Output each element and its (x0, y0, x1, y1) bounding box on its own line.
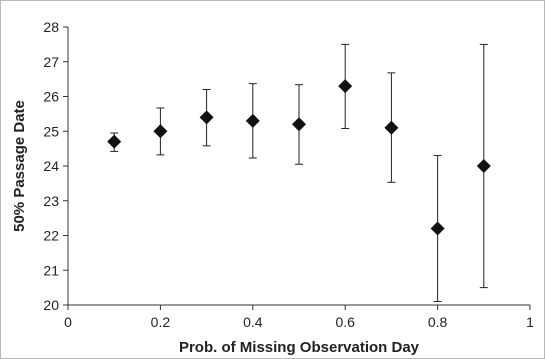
error-bars (110, 43, 488, 303)
y-tick-label: 25 (43, 123, 59, 139)
data-point (153, 124, 168, 139)
y-tick-label: 28 (43, 19, 59, 35)
y-tick-label: 22 (43, 228, 59, 244)
data-point (245, 113, 260, 128)
y-tick-label: 26 (43, 89, 59, 105)
y-tick-label: 23 (43, 193, 59, 209)
x-axis-title: Prob. of Missing Observation Day (179, 339, 420, 356)
data-point (107, 134, 122, 149)
data-point (384, 120, 399, 135)
y-axis-title: 50% Passage Date (11, 100, 28, 232)
data-point (476, 159, 491, 173)
x-axis-ticks: 0 0.2 0.4 0.6 0.8 1 (64, 305, 534, 330)
y-tick-label: 21 (43, 262, 59, 278)
data-point (430, 221, 445, 236)
data-point (199, 110, 214, 125)
y-axis-ticks: 20 21 22 23 24 25 26 27 28 (43, 19, 68, 313)
y-tick-label: 24 (43, 158, 59, 174)
data-point (338, 79, 353, 94)
x-tick-label: 1 (526, 314, 534, 330)
data-markers (107, 79, 491, 236)
y-tick-label: 20 (43, 297, 59, 313)
x-tick-label: 0.4 (243, 314, 263, 330)
x-tick-label: 0.6 (335, 314, 355, 330)
x-tick-label: 0.8 (428, 314, 448, 330)
data-point (292, 117, 306, 132)
y-tick-label: 27 (43, 54, 59, 70)
x-tick-label: 0.2 (151, 314, 171, 330)
x-tick-label: 0 (64, 314, 72, 330)
